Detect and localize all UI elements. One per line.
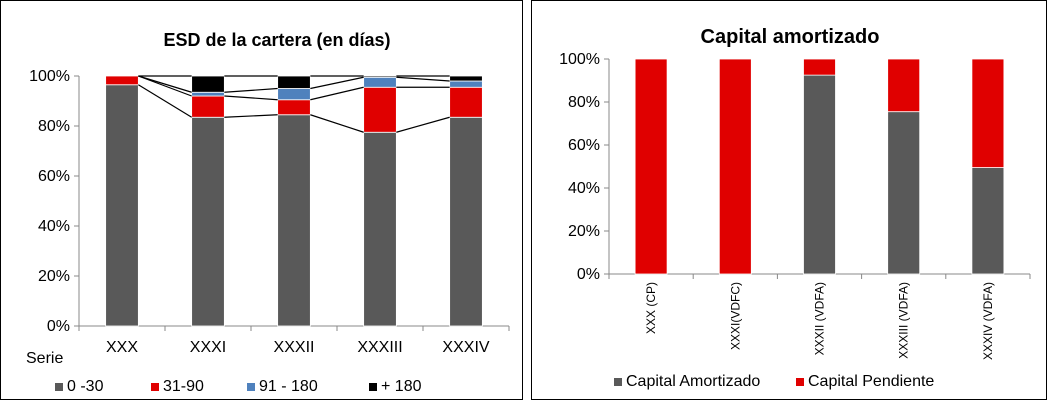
bar-segment--180 <box>191 75 225 93</box>
y-tick-label: 0% <box>47 318 70 335</box>
legend-label: 91 - 180 <box>259 378 318 395</box>
y-tick-label: 20% <box>568 223 600 240</box>
bar-segment-0-30 <box>363 131 397 327</box>
series-line <box>310 114 364 133</box>
series-line <box>138 75 192 93</box>
bar-segment-31-90 <box>363 86 397 133</box>
y-tick-label: 40% <box>38 218 70 235</box>
bar-segment-31-90 <box>277 99 311 116</box>
legend-swatch <box>55 383 63 391</box>
legend-label: Capital Pendiente <box>808 373 934 390</box>
bar-segment-capital-pendiente <box>718 58 752 275</box>
bar-segment-91-180 <box>363 76 397 88</box>
x-category-label: XXXII (VDFA) <box>813 282 827 355</box>
bar-segment-91-180 <box>277 88 311 101</box>
legend-label: 0 -30 <box>67 378 104 395</box>
x-category-label: XXXIII (VDFA) <box>897 282 911 359</box>
bar-segment-capital-pendiente <box>803 58 836 76</box>
series-line <box>310 86 364 101</box>
bar-segment--180 <box>277 75 311 89</box>
legend-label: 31-90 <box>163 378 204 395</box>
x-category-label: XXX (CP) <box>644 282 658 334</box>
series-line <box>224 114 278 118</box>
bar-segment--180 <box>363 75 397 78</box>
y-tick-label: 80% <box>38 118 70 135</box>
bar-segment-capital-amortizado <box>971 167 1005 275</box>
x-category-label: XXXIII <box>357 339 402 356</box>
y-tick-label: 80% <box>568 94 600 111</box>
y-tick-label: 100% <box>29 68 70 85</box>
bar-segment-0-30 <box>105 84 139 327</box>
legend-swatch <box>151 383 159 391</box>
series-line <box>138 84 192 118</box>
bar-segment-0-30 <box>191 116 225 327</box>
x-category-label: XXX <box>106 339 138 356</box>
legend-swatch <box>247 383 255 391</box>
bar-segment-91-180 <box>449 80 483 88</box>
esd-chart-svg: ESD de la cartera (en días) 0% 20% 40% 60% 80… <box>26 30 510 395</box>
series-line <box>396 76 450 82</box>
x-category-label: XXXI(VDFC) <box>728 282 742 350</box>
y-tick-label: 100% <box>559 51 600 68</box>
y-tick-label: 40% <box>568 180 600 197</box>
bar-segment-91-180 <box>191 91 225 97</box>
capital-chart-svg: Capital amortizado 0% 20% 40% 60% 80% 100% XXX … <box>559 26 1031 390</box>
bar-segment--180 <box>449 75 483 82</box>
chart-title: ESD de la cartera (en días) <box>163 30 390 50</box>
x-category-label: XXXIV <box>442 339 489 356</box>
x-category-label: XXXI <box>190 339 226 356</box>
y-tick-label: 60% <box>568 137 600 154</box>
series-line <box>224 95 278 101</box>
bar-segment-31-90 <box>191 95 225 118</box>
bar-segment-capital-amortizado <box>803 74 836 275</box>
bar-segment-capital-pendiente <box>887 58 921 113</box>
y-tick-label: 20% <box>38 268 70 285</box>
bar-segment-0-30 <box>449 116 483 327</box>
bar-segment-31-90 <box>105 75 139 86</box>
bar-segment-0-30 <box>277 114 311 327</box>
bar-segment-capital-pendiente <box>971 58 1005 168</box>
x-category-label: XXXII <box>274 339 315 356</box>
bar-segment-capital-pendiente <box>634 58 668 275</box>
y-tick-label: 60% <box>38 168 70 185</box>
legend-swatch <box>796 378 804 386</box>
legend-swatch <box>614 378 622 386</box>
legend-swatch <box>369 383 377 391</box>
series-line <box>310 76 364 90</box>
series-line <box>224 87 278 93</box>
legend-label: + 180 <box>381 378 422 395</box>
chart-panel-capital: Capital amortizado 0% 20% 40% 60% 80% 100% XXX … <box>531 0 1047 400</box>
x-axis-title: Serie <box>26 350 63 367</box>
bar-segment-capital-amortizado <box>887 111 921 275</box>
chart-panel-esd: ESD de la cartera (en días) 0% 20% 40% 60% 80… <box>0 0 523 400</box>
y-tick-label: 0% <box>577 266 600 283</box>
series-line <box>396 116 450 133</box>
legend-label: Capital Amortizado <box>626 373 760 390</box>
bar-segment-31-90 <box>449 86 483 118</box>
x-category-label: XXXIV (VDFA) <box>981 282 995 360</box>
chart-title: Capital amortizado <box>701 26 880 48</box>
